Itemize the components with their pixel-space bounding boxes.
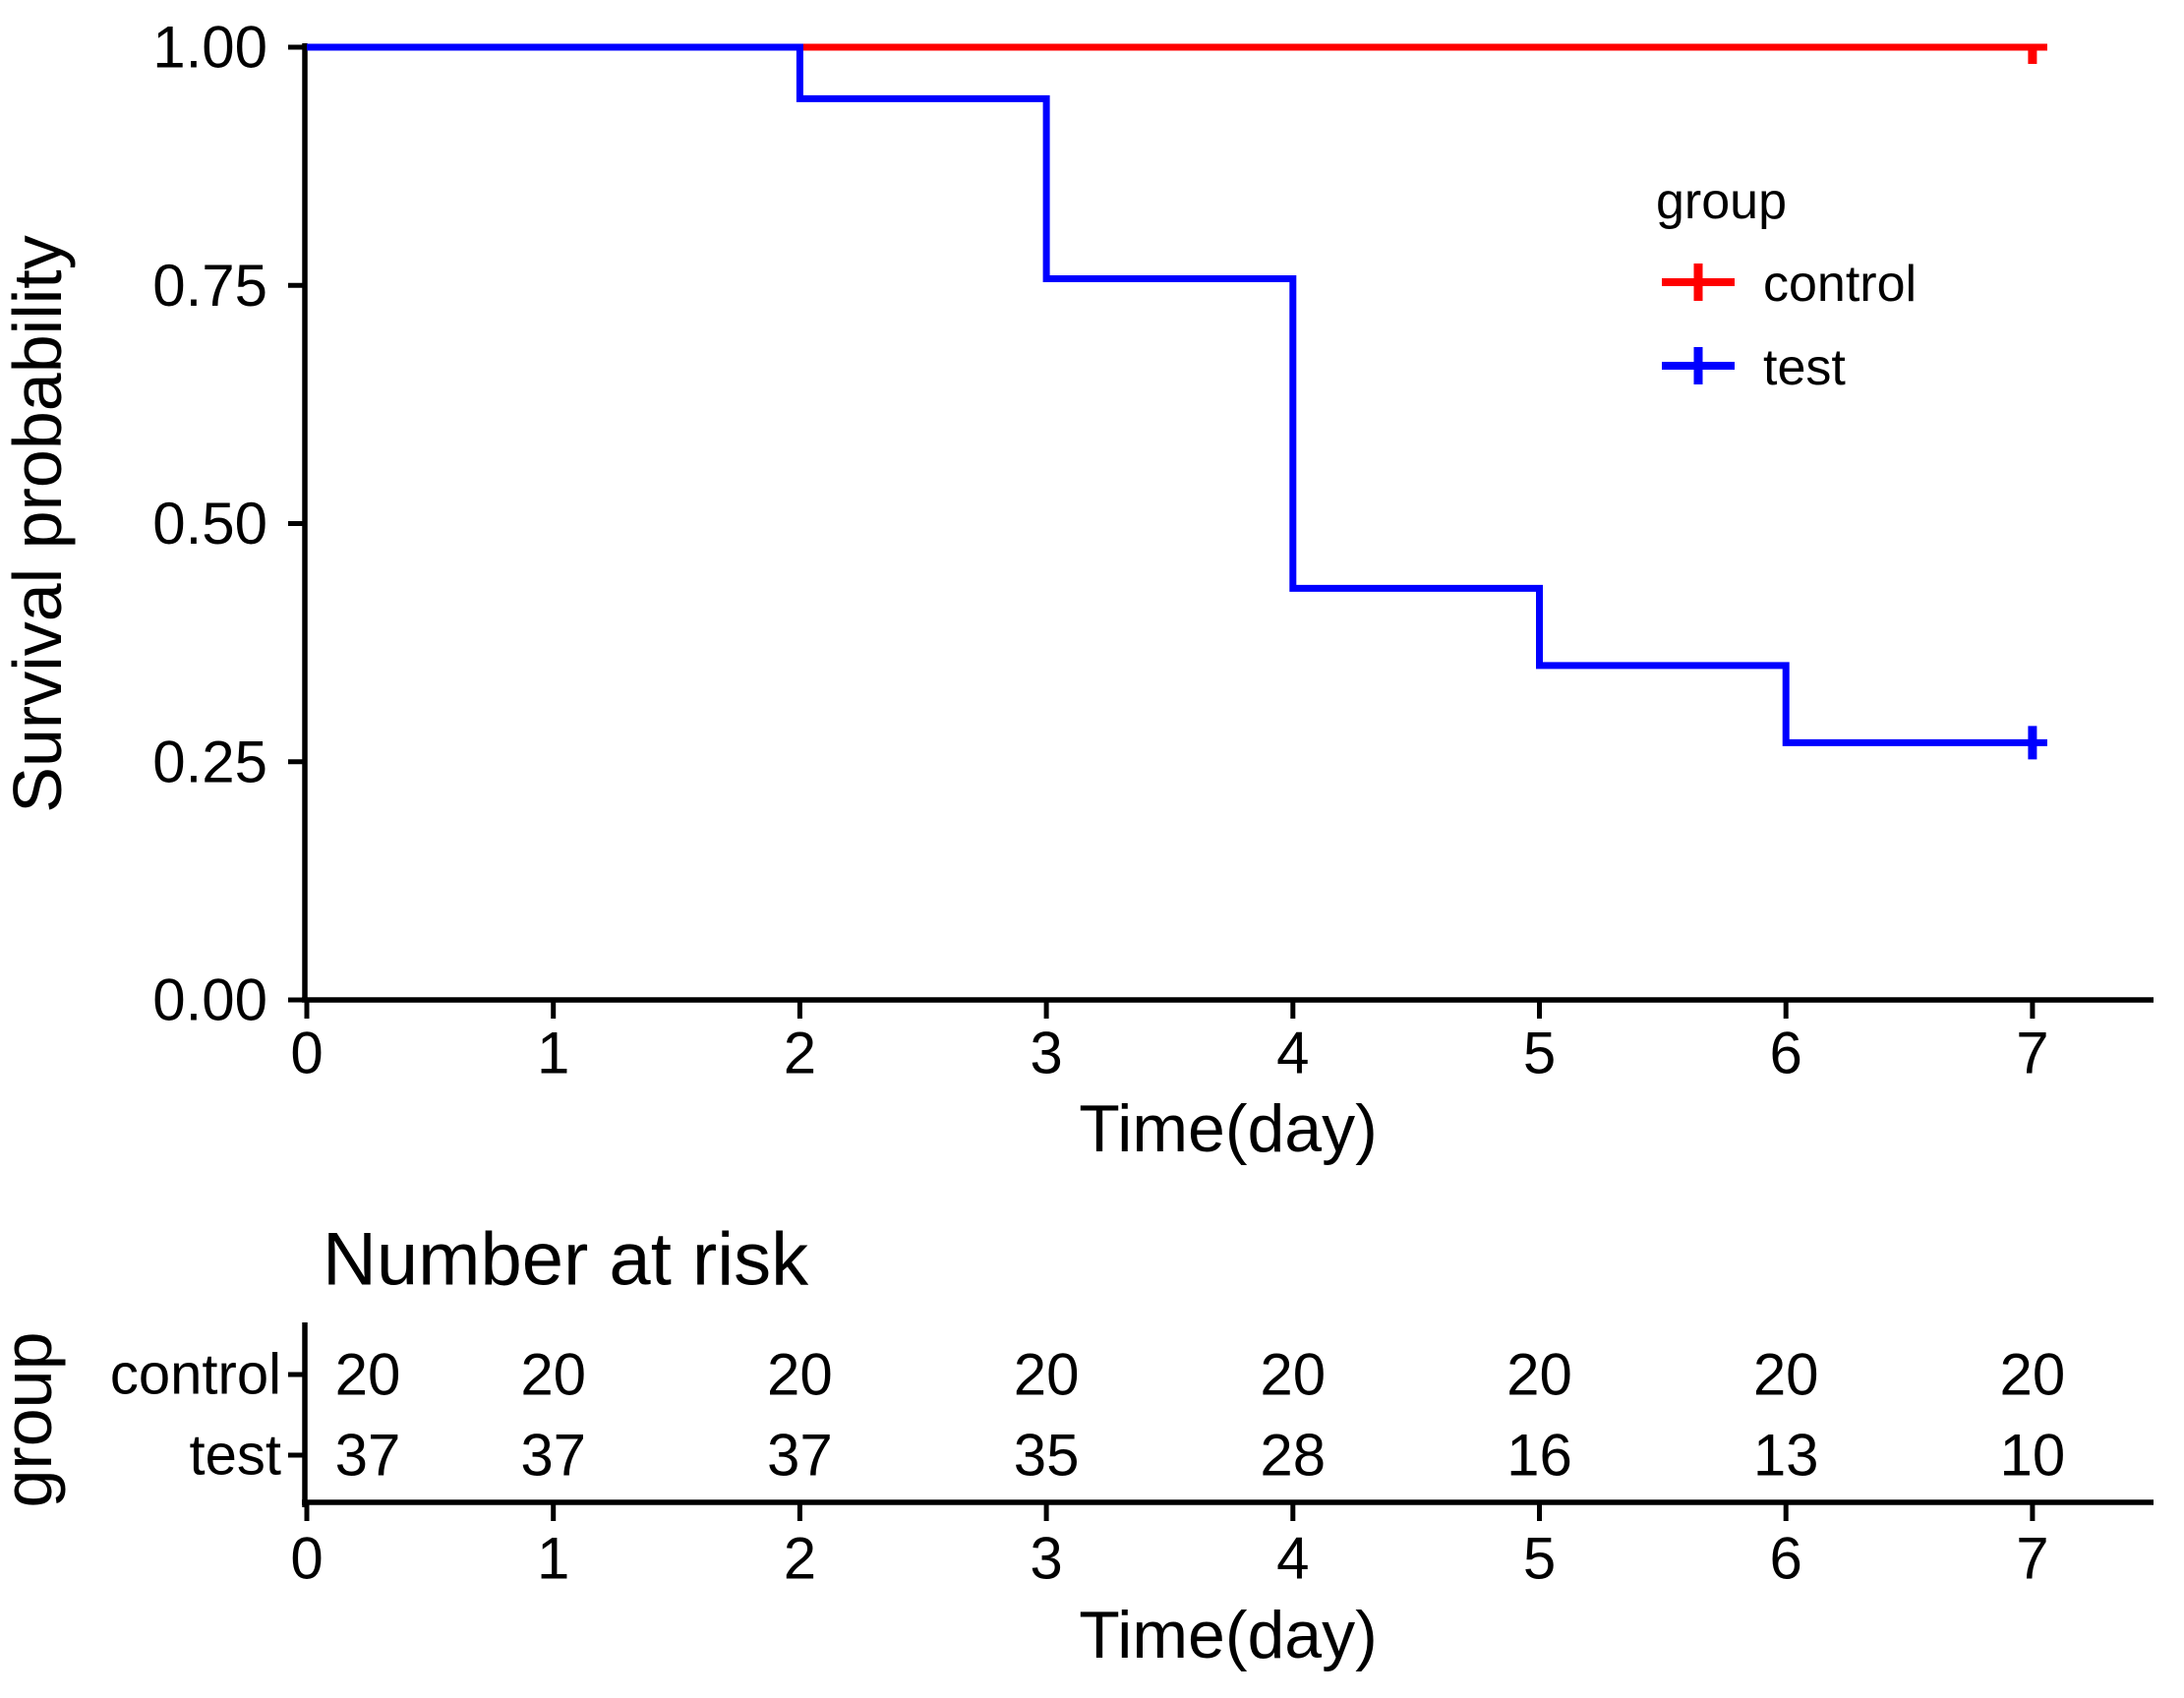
risk-table-axes: 0 1 2 3 4 5 6 7 20 20 20 20 20 20 20 20 37 37 37 35 28 16 13 10 [288, 1322, 2154, 1592]
risk-group-axis-title: group [0, 1331, 66, 1507]
control-plus-icon [1662, 263, 1735, 301]
risk-count-test: 37 [520, 1423, 586, 1489]
main-plot-axes: 1.00 0.75 0.50 0.25 0.00 0 1 2 3 4 5 6 7 [152, 15, 2154, 1086]
risk-x-tick-label: 4 [1276, 1526, 1309, 1592]
risk-count-control: 20 [520, 1342, 586, 1408]
risk-count-control: 20 [1260, 1342, 1326, 1408]
x-tick-label: 4 [1276, 1021, 1309, 1086]
risk-count-control: 20 [2000, 1342, 2066, 1408]
risk-x-tick-label: 2 [784, 1526, 816, 1592]
risk-count-test: 37 [335, 1423, 401, 1489]
test-plus-icon [1662, 347, 1735, 384]
risk-row-label-test: test [190, 1424, 282, 1488]
survival-curve-test [307, 43, 2047, 746]
legend-entry-control: control [1662, 256, 1917, 313]
survival-curves [307, 43, 2047, 760]
y-tick-label: 1.00 [152, 15, 267, 81]
legend-entry-test: test [1662, 339, 1846, 396]
x-axis-title: Time(day) [1079, 1091, 1378, 1166]
x-tick-label: 6 [1770, 1021, 1802, 1086]
risk-x-axis-title: Time(day) [1079, 1598, 1378, 1672]
risk-x-tick-label: 5 [1523, 1526, 1556, 1592]
risk-x-tick-label: 3 [1030, 1526, 1062, 1592]
x-tick-label: 2 [784, 1021, 816, 1086]
risk-x-tick-label: 6 [1770, 1526, 1802, 1592]
y-axis-title: Survival probability [0, 235, 76, 812]
risk-table-title: Number at risk [323, 1218, 809, 1302]
y-tick-label: 0.25 [152, 729, 267, 794]
y-tick-label: 0.50 [152, 491, 267, 556]
y-tick-label: 0.00 [152, 967, 267, 1033]
risk-count-test: 10 [2000, 1423, 2066, 1489]
x-tick-label: 3 [1030, 1021, 1062, 1086]
risk-count-test: 28 [1260, 1423, 1326, 1489]
x-tick-label: 0 [290, 1021, 323, 1086]
legend-label-control: control [1763, 256, 1917, 313]
risk-count-test: 13 [1753, 1423, 1819, 1489]
risk-row-label-control: control [110, 1343, 281, 1407]
x-tick-label: 5 [1523, 1021, 1556, 1086]
risk-x-tick-label: 1 [537, 1526, 569, 1592]
x-tick-label: 7 [2016, 1021, 2048, 1086]
x-tick-label: 1 [537, 1021, 569, 1086]
risk-count-test: 35 [1014, 1423, 1080, 1489]
legend-label-test: test [1763, 339, 1846, 396]
risk-count-control: 20 [335, 1342, 401, 1408]
risk-table: Number at risk group control test Time(d… [0, 1218, 1378, 1673]
risk-x-tick-label: 7 [2016, 1526, 2048, 1592]
risk-count-control: 20 [1753, 1342, 1819, 1408]
legend-title: group [1656, 173, 1787, 230]
risk-count-test: 37 [767, 1423, 833, 1489]
y-tick-label: 0.75 [152, 253, 267, 319]
risk-count-control: 20 [767, 1342, 833, 1408]
risk-count-control: 20 [1014, 1342, 1080, 1408]
legend: group control test [1656, 173, 1917, 396]
risk-count-test: 16 [1506, 1423, 1572, 1489]
risk-count-control: 20 [1506, 1342, 1572, 1408]
risk-x-tick-label: 0 [290, 1526, 323, 1592]
